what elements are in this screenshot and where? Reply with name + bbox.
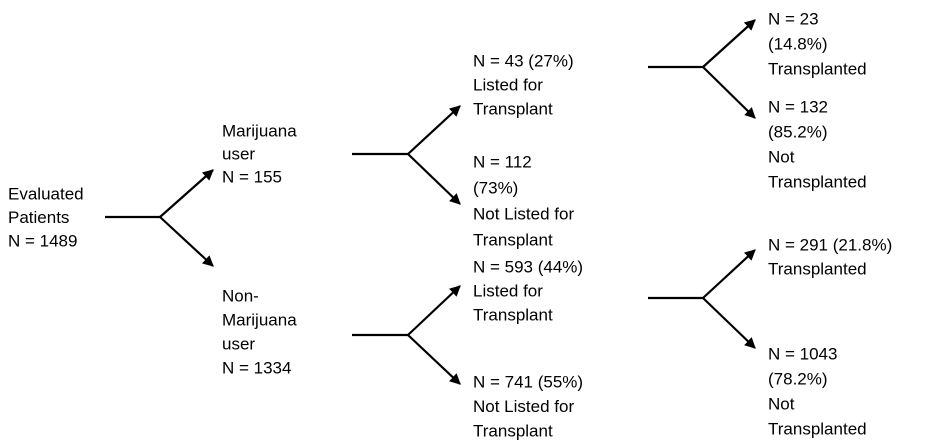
node-label: Non- [222, 286, 259, 305]
arrow [407, 285, 461, 336]
node-label: N = 112 [473, 152, 532, 171]
node-labels: Evaluated Patients N = 1489 Marijuana user N … [8, 9, 892, 440]
node-label: N = 1334 [222, 358, 291, 377]
node-label: N = 23 [768, 9, 819, 28]
node-label: Listed for [473, 281, 543, 300]
arrow [407, 105, 461, 155]
node-label: (85.2%) [768, 122, 828, 141]
node-label: user [222, 334, 255, 353]
arrow [407, 334, 461, 385]
connectors [105, 19, 756, 385]
node-label: Transplant [473, 99, 553, 118]
node-label: Transplant [473, 421, 553, 440]
node-label: Not Listed for [473, 397, 574, 416]
node-label: Transplant [473, 305, 553, 324]
node-label: Listed for [473, 75, 543, 94]
node-label: Not [768, 147, 795, 166]
node-label: (78.2%) [768, 369, 828, 388]
node-label: Not Listed for [473, 204, 574, 223]
node-label: Transplanted [768, 59, 867, 78]
arrow [159, 216, 214, 267]
node-label: Marijuana [222, 310, 297, 329]
node-label: N = 291 (21.8%) [768, 235, 892, 254]
node-label: Evaluated [8, 184, 84, 203]
node-label: (14.8%) [768, 34, 828, 53]
node-label: (73%) [473, 178, 518, 197]
node-label: Marijuana [222, 121, 297, 140]
node-label: N = 593 (44%) [473, 257, 583, 276]
node-label: Not [768, 394, 795, 413]
arrow [702, 66, 756, 119]
node-label: Transplanted [768, 172, 867, 191]
node-label: N = 43 (27%) [473, 51, 574, 70]
node-label: N = 1043 [768, 344, 837, 363]
node-label: Transplanted [768, 419, 867, 438]
node-label: N = 1489 [8, 231, 77, 250]
arrow [159, 169, 214, 218]
arrow [702, 249, 756, 299]
arrow [702, 297, 756, 349]
node-label: N = 132 [768, 97, 828, 116]
arrow [702, 19, 756, 68]
arrow [407, 153, 461, 205]
node-label: user [222, 144, 255, 163]
node-label: Transplanted [768, 259, 867, 278]
node-label: Patients [8, 208, 69, 227]
node-label: Transplant [473, 230, 553, 249]
node-label: N = 155 [222, 167, 282, 186]
node-label: N = 741 (55%) [473, 372, 583, 391]
